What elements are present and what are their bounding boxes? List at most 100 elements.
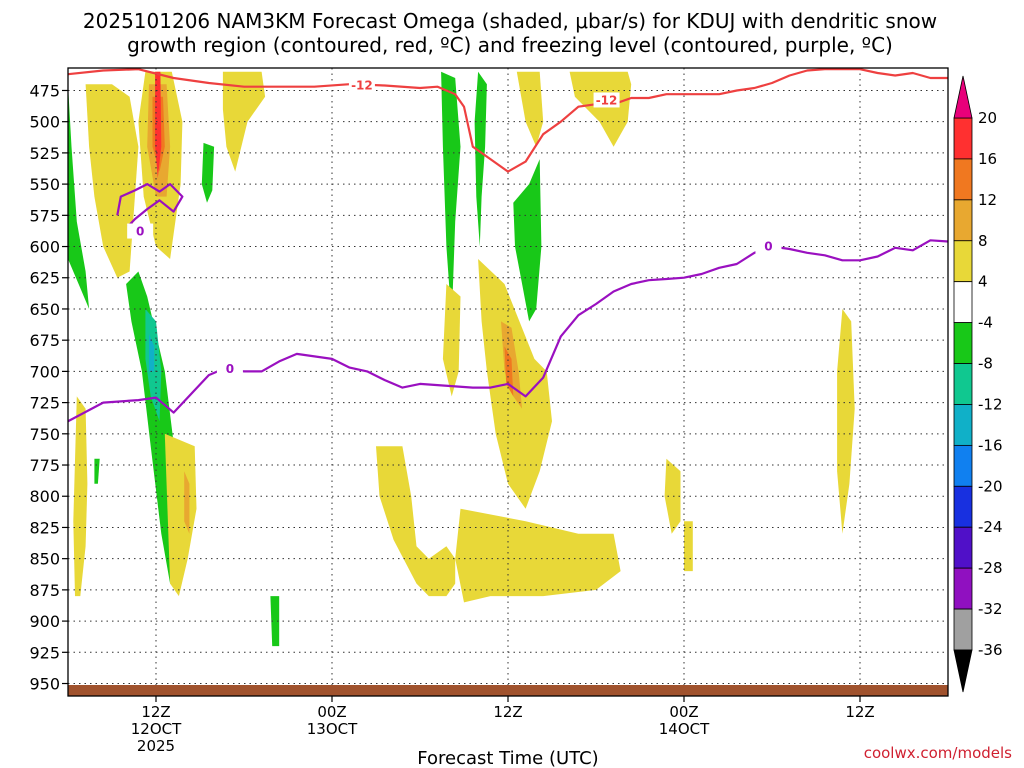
- chart-title-line-1: 2025101206 NAM3KM Forecast Omega (shaded…: [83, 9, 937, 33]
- contour-line-2: [116, 183, 184, 228]
- colorbar-over-arrow: [953, 75, 973, 119]
- colorbar-segment-2: [953, 199, 973, 242]
- contour-label-1-1: 0: [764, 240, 772, 254]
- y-tick-label-800: 800: [29, 487, 60, 506]
- colorbar-under-arrow: [953, 649, 973, 693]
- colorbar-tick-label-8: -16: [978, 436, 1003, 454]
- contour-label-bg-0-0: [348, 77, 375, 93]
- colorbar-tick-label-0: 20: [978, 109, 997, 127]
- colorbar-segment-0: [953, 117, 973, 160]
- colorbar-segment-5: [953, 322, 973, 364]
- colorbar-tick-label-12: -32: [978, 600, 1003, 618]
- omega-region-23: [837, 309, 855, 534]
- colorbar-segment-12: [953, 608, 973, 651]
- isotherm-contour-layer: -12 -12 0 0 0: [68, 68, 948, 423]
- colorbar-tick-label-1: 16: [978, 150, 997, 168]
- colorbar-tick-label-13: -36: [978, 641, 1003, 659]
- credit-text: coolwx.com/models: [864, 744, 1012, 762]
- y-tick-label-550: 550: [29, 175, 60, 194]
- colorbar-tick-label-4: 4: [978, 273, 988, 291]
- omega-region-8: [270, 596, 280, 647]
- omega-region-3: [149, 333, 155, 372]
- x-tick-label-10-1: 00Z: [317, 703, 346, 721]
- colorbar-segment-9: [953, 485, 973, 528]
- x-tick-label-0-2: 12OCT: [131, 720, 182, 738]
- colorbar-segment-4: [953, 281, 973, 324]
- omega-region-7: [201, 142, 215, 203]
- colorbar-tick-label-6: -8: [978, 355, 993, 373]
- y-tick-label-575: 575: [29, 206, 60, 225]
- terrain-ground-band: [68, 685, 948, 696]
- gridlines: [68, 68, 948, 696]
- omega-region-4: [441, 71, 461, 322]
- x-tick-label-20-1: 12Z: [493, 703, 522, 721]
- y-tick-label-900: 900: [29, 612, 60, 631]
- contour-label-0-1: -12: [596, 93, 618, 107]
- y-tick-label-600: 600: [29, 238, 60, 257]
- colorbar-segment-7: [953, 404, 973, 446]
- y-tick-label-850: 850: [29, 550, 60, 569]
- omega-region-21: [664, 458, 681, 534]
- colorbar-tick-label-7: -12: [978, 395, 1003, 413]
- chart-title-line-2: growth region (contoured, red, ºC) and f…: [127, 33, 893, 57]
- contour-label-0-0: -12: [351, 78, 373, 92]
- contour-label-bg-0-1: [593, 92, 620, 108]
- y-tick-label-650: 650: [29, 300, 60, 319]
- colorbar-segment-11: [953, 567, 973, 610]
- omega-region-18: [455, 508, 621, 603]
- omega-region-22: [684, 521, 693, 572]
- colorbar-tick-label-3: 8: [978, 232, 988, 250]
- omega-region-15: [376, 446, 456, 597]
- contour-line-0: [68, 68, 948, 173]
- colorbar-tick-label-9: -20: [978, 477, 1003, 495]
- x-tick-label-0-1: 12Z: [141, 703, 170, 721]
- omega-region-6: [513, 159, 542, 322]
- contour-label-bg-1-1: [755, 238, 782, 254]
- y-tick-label-750: 750: [29, 425, 60, 444]
- colorbar-tick-label-11: -28: [978, 559, 1003, 577]
- x-axis-label: Forecast Time (UTC): [417, 748, 598, 768]
- x-tick-label-40-1: 12Z: [845, 703, 874, 721]
- colorbar-tick-label-10: -24: [978, 518, 1003, 536]
- y-tick-label-475: 475: [29, 81, 60, 100]
- x-tick-label-10-2: 13OCT: [307, 720, 358, 738]
- x-tick-label-30-1: 00Z: [669, 703, 698, 721]
- y-tick-label-925: 925: [29, 643, 60, 662]
- colorbar-segment-8: [953, 444, 973, 487]
- omega-region-16: [442, 284, 461, 397]
- omega-region-0: [68, 84, 90, 309]
- contour-label-2-0: 0: [136, 225, 144, 239]
- omega-shading-layer: [68, 71, 855, 647]
- omega-region-14: [164, 433, 197, 597]
- x-tick-label-0-3: 2025: [137, 737, 175, 755]
- colorbar-tick-label-2: 12: [978, 191, 997, 209]
- y-tick-label-500: 500: [29, 113, 60, 132]
- omega-region-10: [85, 84, 139, 278]
- y-tick-label-525: 525: [29, 144, 60, 163]
- contour-label-bg-2-0: [127, 223, 154, 239]
- contour-label-bg-1-0: [216, 360, 243, 376]
- colorbar-segment-6: [953, 363, 973, 405]
- colorbar-tick-label-5: -4: [978, 314, 993, 332]
- colorbar-segment-10: [953, 526, 973, 569]
- omega-region-29: [155, 71, 162, 178]
- omega-region-5: [474, 71, 487, 247]
- y-tick-label-775: 775: [29, 456, 60, 475]
- omega-region-26: [184, 471, 190, 534]
- x-tick-label-30-2: 14OCT: [659, 720, 710, 738]
- y-tick-label-675: 675: [29, 331, 60, 350]
- y-tick-label-700: 700: [29, 362, 60, 381]
- omega-region-1: [126, 271, 178, 584]
- y-tick-label-725: 725: [29, 394, 60, 413]
- y-tick-label-625: 625: [29, 269, 60, 288]
- y-axis-ticks: 475 500 525 550 575 600 625 650 675 700 725 750 775 8…: [29, 81, 68, 694]
- colorbar-legend: 20 16 12 8 4 -4 -8 -12 -16 -20 -24 -28 -32 -36: [953, 75, 1003, 693]
- y-tick-label-950: 950: [29, 675, 60, 694]
- y-tick-label-825: 825: [29, 518, 60, 537]
- colorbar-segment-3: [953, 240, 973, 283]
- colorbar-segment-1: [953, 158, 973, 201]
- contour-label-1-0: 0: [226, 362, 234, 376]
- y-tick-label-875: 875: [29, 581, 60, 600]
